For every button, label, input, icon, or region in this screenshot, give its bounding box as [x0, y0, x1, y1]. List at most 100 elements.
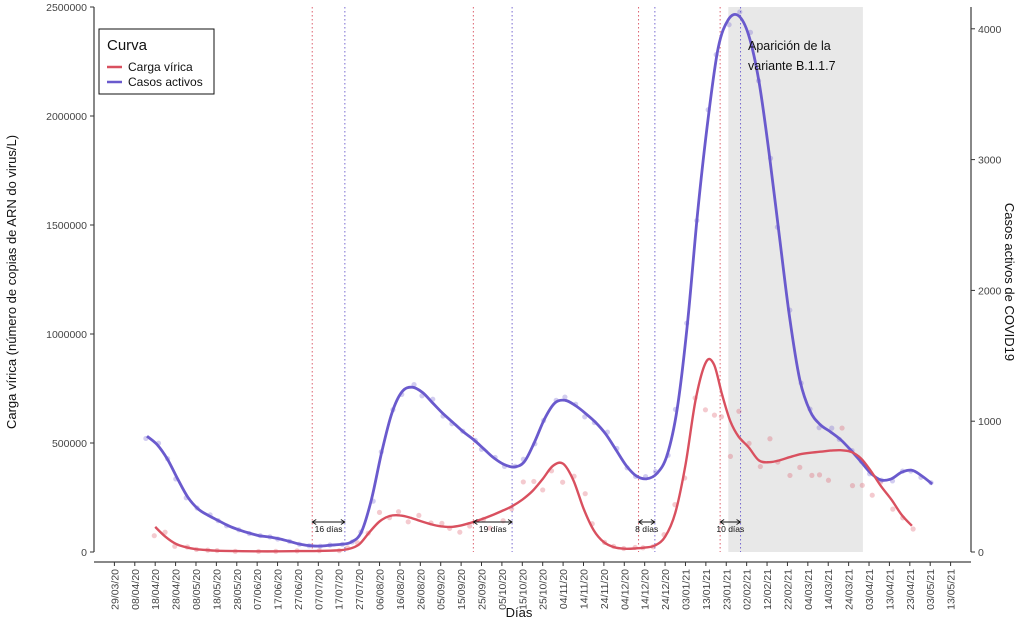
- carga-virica-line: [154, 357, 913, 553]
- shaded-period-layer: [728, 7, 863, 552]
- y-right-tick-label-2: 2000: [978, 285, 1002, 297]
- x-tick-label-31: 02/02/21: [742, 569, 754, 610]
- y-left-tick-label-3: 1500000: [46, 220, 87, 232]
- x-tick-label-8: 17/06/20: [273, 569, 285, 610]
- carga-point-18: [395, 509, 402, 515]
- x-tick-label-35: 14/03/21: [823, 569, 835, 610]
- lag-label-0: 16 días: [315, 524, 343, 534]
- casos-point-41: [562, 394, 568, 400]
- y-axis-right-title: Casos activos de COVID19: [1002, 203, 1017, 361]
- carga-point-59: [809, 472, 815, 478]
- y-left-tick-label-1: 500000: [52, 438, 87, 450]
- carga-point-58: [797, 464, 803, 470]
- lag-arrowhead-right-1: [507, 519, 513, 525]
- x-tick-label-40: 03/05/21: [925, 569, 937, 610]
- x-tick-label-21: 25/10/20: [538, 569, 550, 610]
- x-tick-label-7: 07/06/20: [252, 569, 264, 610]
- carga-point-36: [582, 491, 588, 497]
- carga-point-55: [767, 436, 773, 442]
- x-tick-label-23: 14/11/20: [579, 569, 591, 609]
- x-tick-label-26: 14/12/20: [640, 569, 652, 610]
- carga-point-69: [910, 526, 916, 532]
- x-tick-label-22: 04/11/20: [558, 569, 570, 609]
- x-tick-label-16: 05/09/20: [436, 569, 448, 610]
- x-tick-label-29: 13/01/21: [701, 569, 713, 610]
- axes-layer: 0 500000 1000000 1500000 2000000 2500000 0 1000…: [46, 2, 1001, 610]
- x-tick-label-11: 17/07/20: [334, 569, 346, 610]
- x-tick-label-3: 28/04/20: [171, 569, 183, 610]
- carga-point-28: [500, 518, 506, 524]
- carga-point-24: [457, 529, 463, 535]
- carga-point-48: [702, 407, 709, 413]
- x-axis-title: Días: [506, 605, 533, 620]
- carga-point-63: [849, 483, 856, 489]
- x-tick-label-14: 16/08/20: [395, 569, 407, 610]
- carga-point-22: [439, 520, 445, 526]
- casos-point-58: [737, 9, 743, 15]
- lag-arrowhead-right-0: [340, 519, 346, 525]
- carga-point-27: [487, 525, 493, 531]
- x-tick-label-38: 13/04/21: [884, 569, 896, 610]
- carga-point-25: [467, 523, 473, 529]
- lag-labels-layer: 16 días 19 días 8 días 10 días: [311, 519, 744, 534]
- y-right-tick-label-3: 3000: [978, 155, 1002, 167]
- x-tick-label-28: 03/01/21: [681, 569, 693, 610]
- shaded-period: [728, 7, 863, 552]
- x-tick-label-0: 29/03/20: [109, 569, 121, 610]
- x-tick-label-10: 07/07/20: [313, 569, 325, 610]
- casos-point-67: [829, 425, 835, 431]
- carga-point-16: [376, 509, 383, 515]
- x-tick-label-20: 15/10/20: [517, 569, 529, 610]
- carga-point-67: [890, 506, 896, 512]
- x-tick-label-32: 12/02/21: [762, 569, 774, 610]
- lag-arrowhead-left-1: [472, 519, 478, 525]
- carga-point-50: [718, 414, 725, 420]
- carga-point-0: [151, 533, 157, 539]
- carga-point-62: [839, 425, 845, 431]
- lag-arrowhead-right-3: [736, 519, 742, 525]
- x-tick-label-33: 22/02/21: [782, 569, 794, 610]
- carga-point-30: [520, 479, 526, 485]
- lag-arrowhead-right-2: [650, 519, 656, 525]
- legend-label-casos: Casos activos: [128, 75, 203, 89]
- variant-annotation-line-2: variante B.1.1.7: [748, 59, 836, 73]
- x-tick-label-24: 24/11/20: [599, 569, 611, 609]
- y-left-tick-label-2: 1000000: [46, 329, 87, 341]
- carga-point-1: [162, 529, 168, 535]
- x-tick-label-18: 25/09/20: [477, 569, 489, 610]
- vertical-lines-layer: [311, 7, 742, 552]
- x-tick-label-19: 05/10/20: [497, 569, 509, 610]
- carga-point-20: [416, 512, 422, 519]
- carga-point-31: [531, 478, 537, 485]
- y-right-tick-label-1: 1000: [978, 416, 1002, 428]
- x-tick-label-2: 18/04/20: [150, 569, 162, 610]
- x-tick-label-5: 18/05/20: [211, 569, 223, 610]
- y-left-tick-label-4: 2000000: [46, 111, 87, 123]
- casos-activos-line: [146, 12, 934, 548]
- carga-point-65: [869, 492, 875, 498]
- x-tick-label-27: 24/12/20: [660, 569, 672, 610]
- legend-title: Curva: [107, 37, 148, 54]
- x-tick-label-17: 15/09/20: [456, 569, 468, 610]
- carga-point-51: [727, 453, 734, 459]
- y-left-tick-label-0: 0: [81, 547, 87, 559]
- x-tick-label-15: 26/08/20: [415, 569, 427, 610]
- x-tick-label-34: 04/03/21: [803, 569, 815, 610]
- y-right-tick-label-0: 0: [978, 547, 984, 559]
- carga-point-60: [816, 472, 823, 478]
- curves-layer: [146, 12, 934, 553]
- legend-label-carga: Carga vírica: [128, 60, 193, 74]
- y-left-tick-label-5: 2500000: [46, 2, 87, 14]
- carga-point-19: [405, 519, 411, 525]
- x-tick-label-41: 13/05/21: [946, 569, 958, 610]
- carga-point-52: [736, 408, 742, 414]
- x-tick-label-37: 03/04/21: [864, 569, 876, 610]
- x-tick-label-12: 27/07/20: [354, 569, 366, 610]
- legend: Curva Carga vírica Casos activos: [98, 28, 215, 95]
- x-tick-label-4: 08/05/20: [191, 569, 203, 610]
- x-tick-label-1: 08/04/20: [130, 569, 142, 610]
- carga-point-57: [787, 472, 793, 479]
- x-tick-label-6: 28/05/20: [232, 569, 244, 610]
- x-tick-label-39: 23/04/21: [905, 569, 917, 610]
- x-tick-label-25: 04/12/20: [619, 569, 631, 610]
